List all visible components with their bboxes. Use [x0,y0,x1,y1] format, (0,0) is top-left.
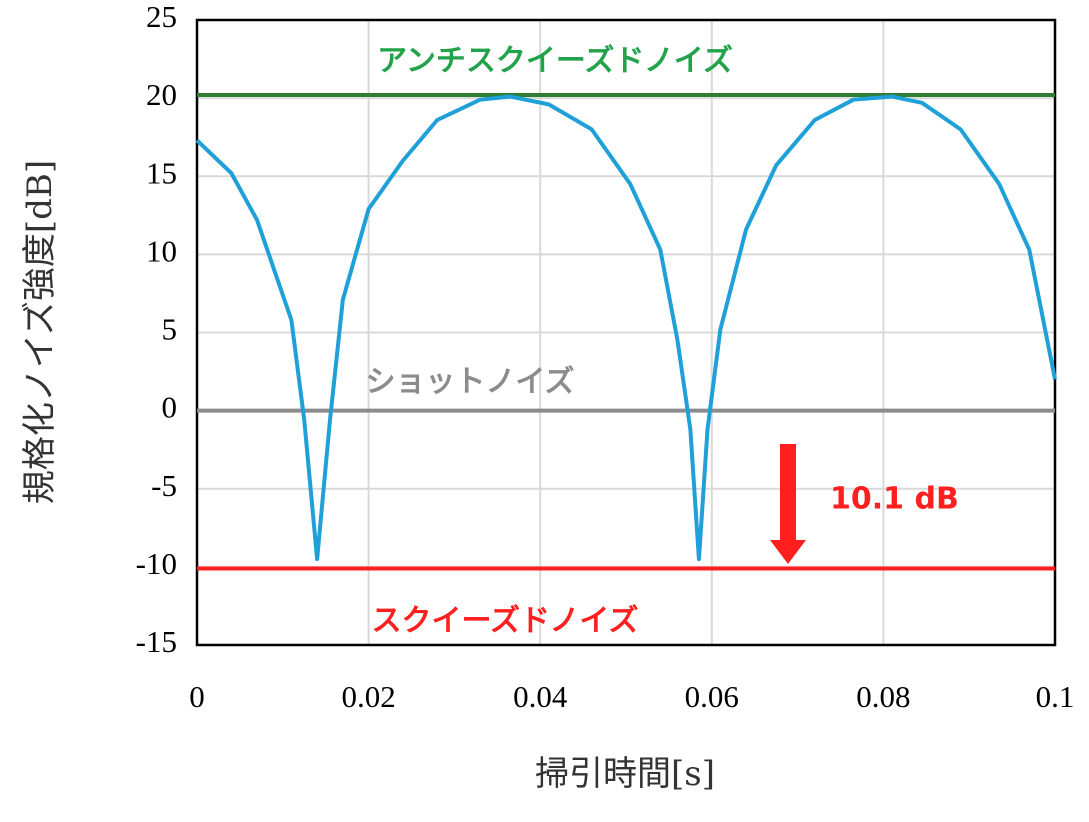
series-label: スクイーズドノイズ [372,604,639,639]
series-line [195,94,1057,562]
y-tick-label: 10 [146,233,177,268]
x-tick-label: 0.1 [1036,679,1075,714]
y-tick-label: 25 [146,0,177,34]
annotation: 10.1 dB [830,482,959,517]
x-tick-label: 0 [189,679,205,714]
series-label: ショットノイズ [365,365,574,400]
y-tick-label: 0 [162,390,178,425]
y-tick-label: -15 [136,624,177,659]
y-tick-label: 20 [146,77,177,112]
y-tick-label: 15 [146,155,177,190]
y-axis-title: 規格化ノイズ強度[dB] [20,160,60,504]
x-tick-label: 0.04 [513,679,568,714]
x-tick-label: 0.06 [685,679,739,714]
x-axis-title: 掃引時間[s] [535,754,715,794]
y-tick-label: -5 [151,468,177,503]
x-tick-label: 0.02 [341,679,395,714]
x-tick-label: 0.08 [856,679,910,714]
y-tick-label: 5 [162,312,178,347]
y-tick-label: -10 [136,546,177,581]
series-label: アンチスクイーズドノイズ [377,44,733,79]
arrow [770,444,806,564]
plot-frame [195,18,1057,647]
